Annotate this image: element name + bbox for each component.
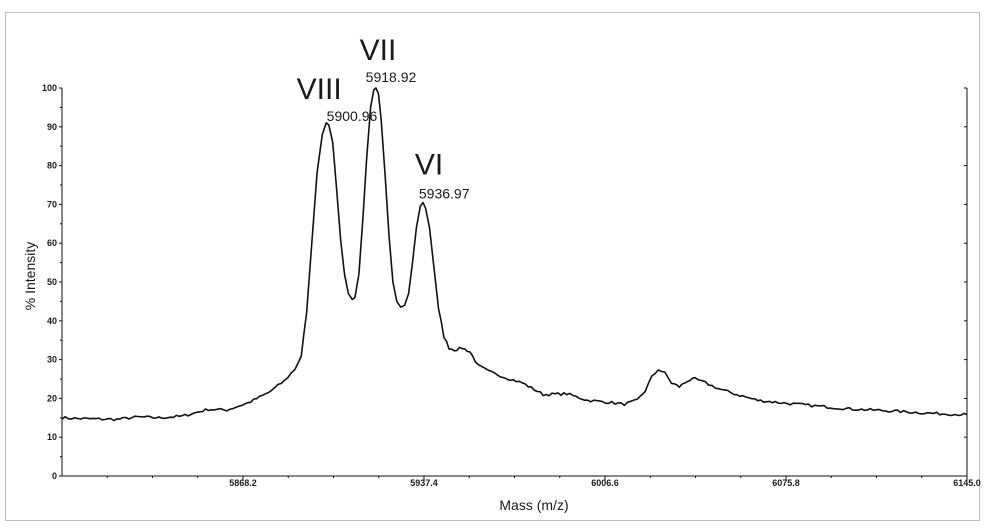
figure-border	[5, 12, 980, 521]
y-tick-label: 50	[47, 277, 57, 287]
y-axis-title: % Intensity	[22, 242, 38, 310]
y-tick-label: 40	[47, 316, 57, 326]
y-tick-label: 30	[47, 355, 57, 365]
y-tick-label: 80	[47, 161, 57, 171]
y-tick-label: 20	[47, 393, 57, 403]
y-tick-label: 100	[42, 83, 57, 93]
peak-mass-label: 5900.96	[327, 108, 378, 124]
x-tick-label: 6006.6	[591, 478, 619, 488]
peak-roman-label: VII	[360, 34, 397, 67]
y-tick-label: 10	[47, 432, 57, 442]
peak-roman-label: VIII	[297, 73, 342, 106]
x-axis-title: Mass (m/z)	[499, 497, 568, 513]
peak-labels-group: 5900.96 VIII 5918.92 VII 5936.97 VI	[297, 34, 470, 201]
y-ticks-group: 0 10 20 30 40 50 60 70 80 90 100	[42, 83, 967, 481]
peak-mass-label: 5918.92	[366, 69, 417, 85]
y-tick-label: 70	[47, 199, 57, 209]
x-tick-label: 6075.8	[772, 478, 800, 488]
axes-group	[61, 88, 968, 477]
y-tick-label: 0	[52, 471, 57, 481]
peak-roman-label: VI	[415, 148, 443, 181]
y-tick-label: 60	[47, 238, 57, 248]
y-tick-label: 90	[47, 122, 57, 132]
x-ticks-group: 5868.2 5937.4 6006.6 6075.8 6145.0	[106, 476, 981, 488]
x-tick-label: 5868.2	[229, 478, 257, 488]
x-tick-label: 6145.0	[953, 478, 981, 488]
x-tick-label: 5937.4	[410, 478, 438, 488]
peak-mass-label: 5936.97	[419, 185, 470, 201]
spectrum-series-line	[61, 87, 968, 422]
